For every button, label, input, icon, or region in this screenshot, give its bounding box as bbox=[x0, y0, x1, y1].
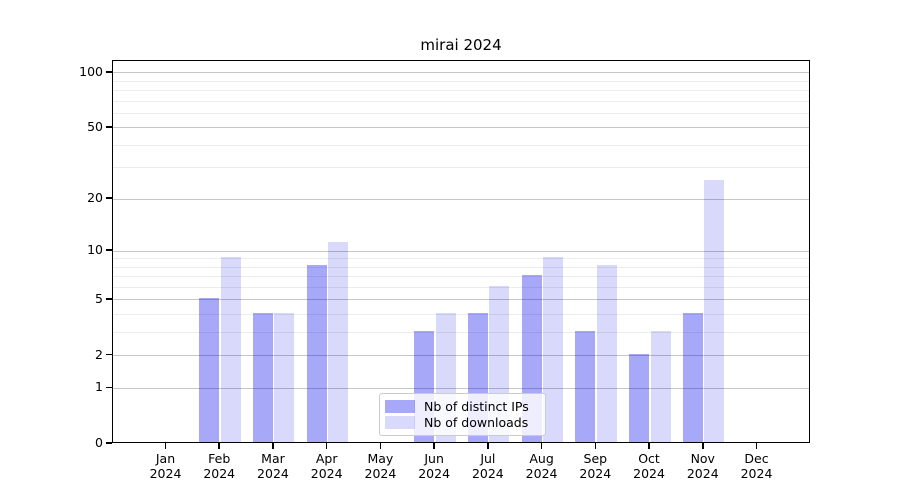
gridline-minor bbox=[113, 167, 809, 169]
gridline-minor bbox=[113, 112, 809, 114]
x-tick-label: Apr 2024 bbox=[310, 451, 343, 481]
legend-label: Nb of downloads bbox=[424, 415, 529, 430]
chart-legend: Nb of distinct IPs Nb of downloads bbox=[379, 393, 546, 436]
legend-swatch-distinct-ips-icon bbox=[385, 400, 415, 413]
x-tick-label: Aug 2024 bbox=[525, 451, 558, 481]
y-tick-label: 50 bbox=[87, 118, 103, 134]
gridline-minor bbox=[113, 100, 809, 102]
x-tick-mark bbox=[379, 443, 382, 449]
bar-downloads-sep bbox=[596, 265, 617, 442]
x-tick-mark bbox=[540, 443, 543, 449]
gridline-major bbox=[113, 387, 809, 389]
bar-downloads-apr bbox=[328, 242, 349, 442]
bar-distinct-ips-apr bbox=[306, 265, 327, 442]
gridline-major bbox=[113, 72, 809, 74]
x-tick-mark bbox=[433, 443, 435, 449]
y-tick-label: 5 bbox=[95, 290, 103, 306]
x-tick-label: Dec 2024 bbox=[740, 451, 773, 481]
y-tick-mark bbox=[106, 71, 112, 73]
y-tick-mark bbox=[106, 249, 112, 251]
gridline-minor bbox=[113, 90, 809, 92]
x-tick-label: Sep 2024 bbox=[579, 451, 612, 481]
bar-distinct-ips-nov bbox=[682, 312, 703, 442]
x-tick-label: Mar 2024 bbox=[257, 451, 289, 481]
y-tick-label: 2 bbox=[95, 346, 103, 362]
gridline-minor bbox=[113, 332, 809, 333]
y-tick-label: 20 bbox=[87, 190, 103, 206]
bar-distinct-ips-sep bbox=[575, 330, 596, 442]
x-tick-mark bbox=[648, 443, 650, 449]
bar-downloads-aug bbox=[543, 256, 564, 442]
x-tick-label: Oct 2024 bbox=[633, 451, 665, 481]
y-tick-mark bbox=[106, 126, 112, 128]
plot-area bbox=[112, 60, 810, 443]
bar-distinct-ips-feb bbox=[199, 297, 220, 442]
legend-item: Nb of downloads bbox=[385, 415, 538, 430]
legend-swatch-downloads-icon bbox=[385, 416, 415, 429]
y-tick-label: 100 bbox=[79, 63, 103, 79]
x-tick-mark bbox=[218, 443, 220, 449]
chart-title: mirai 2024 bbox=[420, 36, 502, 54]
x-tick-mark bbox=[594, 443, 597, 449]
x-tick-mark bbox=[702, 443, 704, 449]
gridline-minor bbox=[113, 286, 809, 288]
bar-downloads-nov bbox=[704, 179, 725, 442]
x-tick-mark bbox=[487, 443, 489, 449]
x-tick-label: Jun 2024 bbox=[418, 451, 451, 481]
gridline-major bbox=[113, 127, 809, 129]
bar-distinct-ips-oct bbox=[629, 353, 650, 442]
y-tick-mark bbox=[106, 298, 112, 300]
bar-downloads-oct bbox=[650, 330, 671, 442]
gridline-minor bbox=[113, 314, 809, 316]
x-tick-mark bbox=[325, 443, 328, 449]
gridline-minor bbox=[113, 80, 809, 82]
gridline-major bbox=[113, 250, 809, 252]
y-tick-mark bbox=[106, 442, 112, 444]
legend-item: Nb of distinct IPs bbox=[385, 399, 538, 414]
y-tick-label: 10 bbox=[87, 242, 103, 258]
x-tick-label: May 2024 bbox=[364, 451, 397, 481]
gridline-minor bbox=[113, 266, 809, 268]
bar-downloads-mar bbox=[274, 312, 295, 442]
gridline-minor bbox=[113, 258, 809, 260]
x-tick-label: Feb 2024 bbox=[203, 451, 236, 481]
gridline-major bbox=[113, 198, 809, 200]
x-tick-label: Jul 2024 bbox=[471, 451, 504, 481]
bar-distinct-ips-mar bbox=[252, 312, 273, 442]
x-tick-mark bbox=[755, 443, 758, 449]
gridline-minor bbox=[113, 144, 809, 146]
legend-label: Nb of distinct IPs bbox=[424, 399, 529, 414]
x-tick-label: Nov 2024 bbox=[686, 451, 719, 481]
x-tick-label: Jan 2024 bbox=[149, 451, 182, 481]
gridline-major bbox=[113, 299, 809, 301]
y-tick-label: 1 bbox=[95, 379, 103, 395]
x-tick-mark bbox=[272, 443, 274, 449]
y-tick-mark bbox=[106, 386, 112, 388]
gridline-major bbox=[113, 355, 809, 357]
y-tick-mark bbox=[106, 353, 112, 356]
y-tick-mark bbox=[106, 197, 112, 199]
bar-downloads-feb bbox=[220, 256, 241, 442]
gridline-minor bbox=[113, 276, 809, 278]
y-tick-label: 0 bbox=[95, 435, 103, 450]
x-tick-mark bbox=[164, 443, 167, 449]
